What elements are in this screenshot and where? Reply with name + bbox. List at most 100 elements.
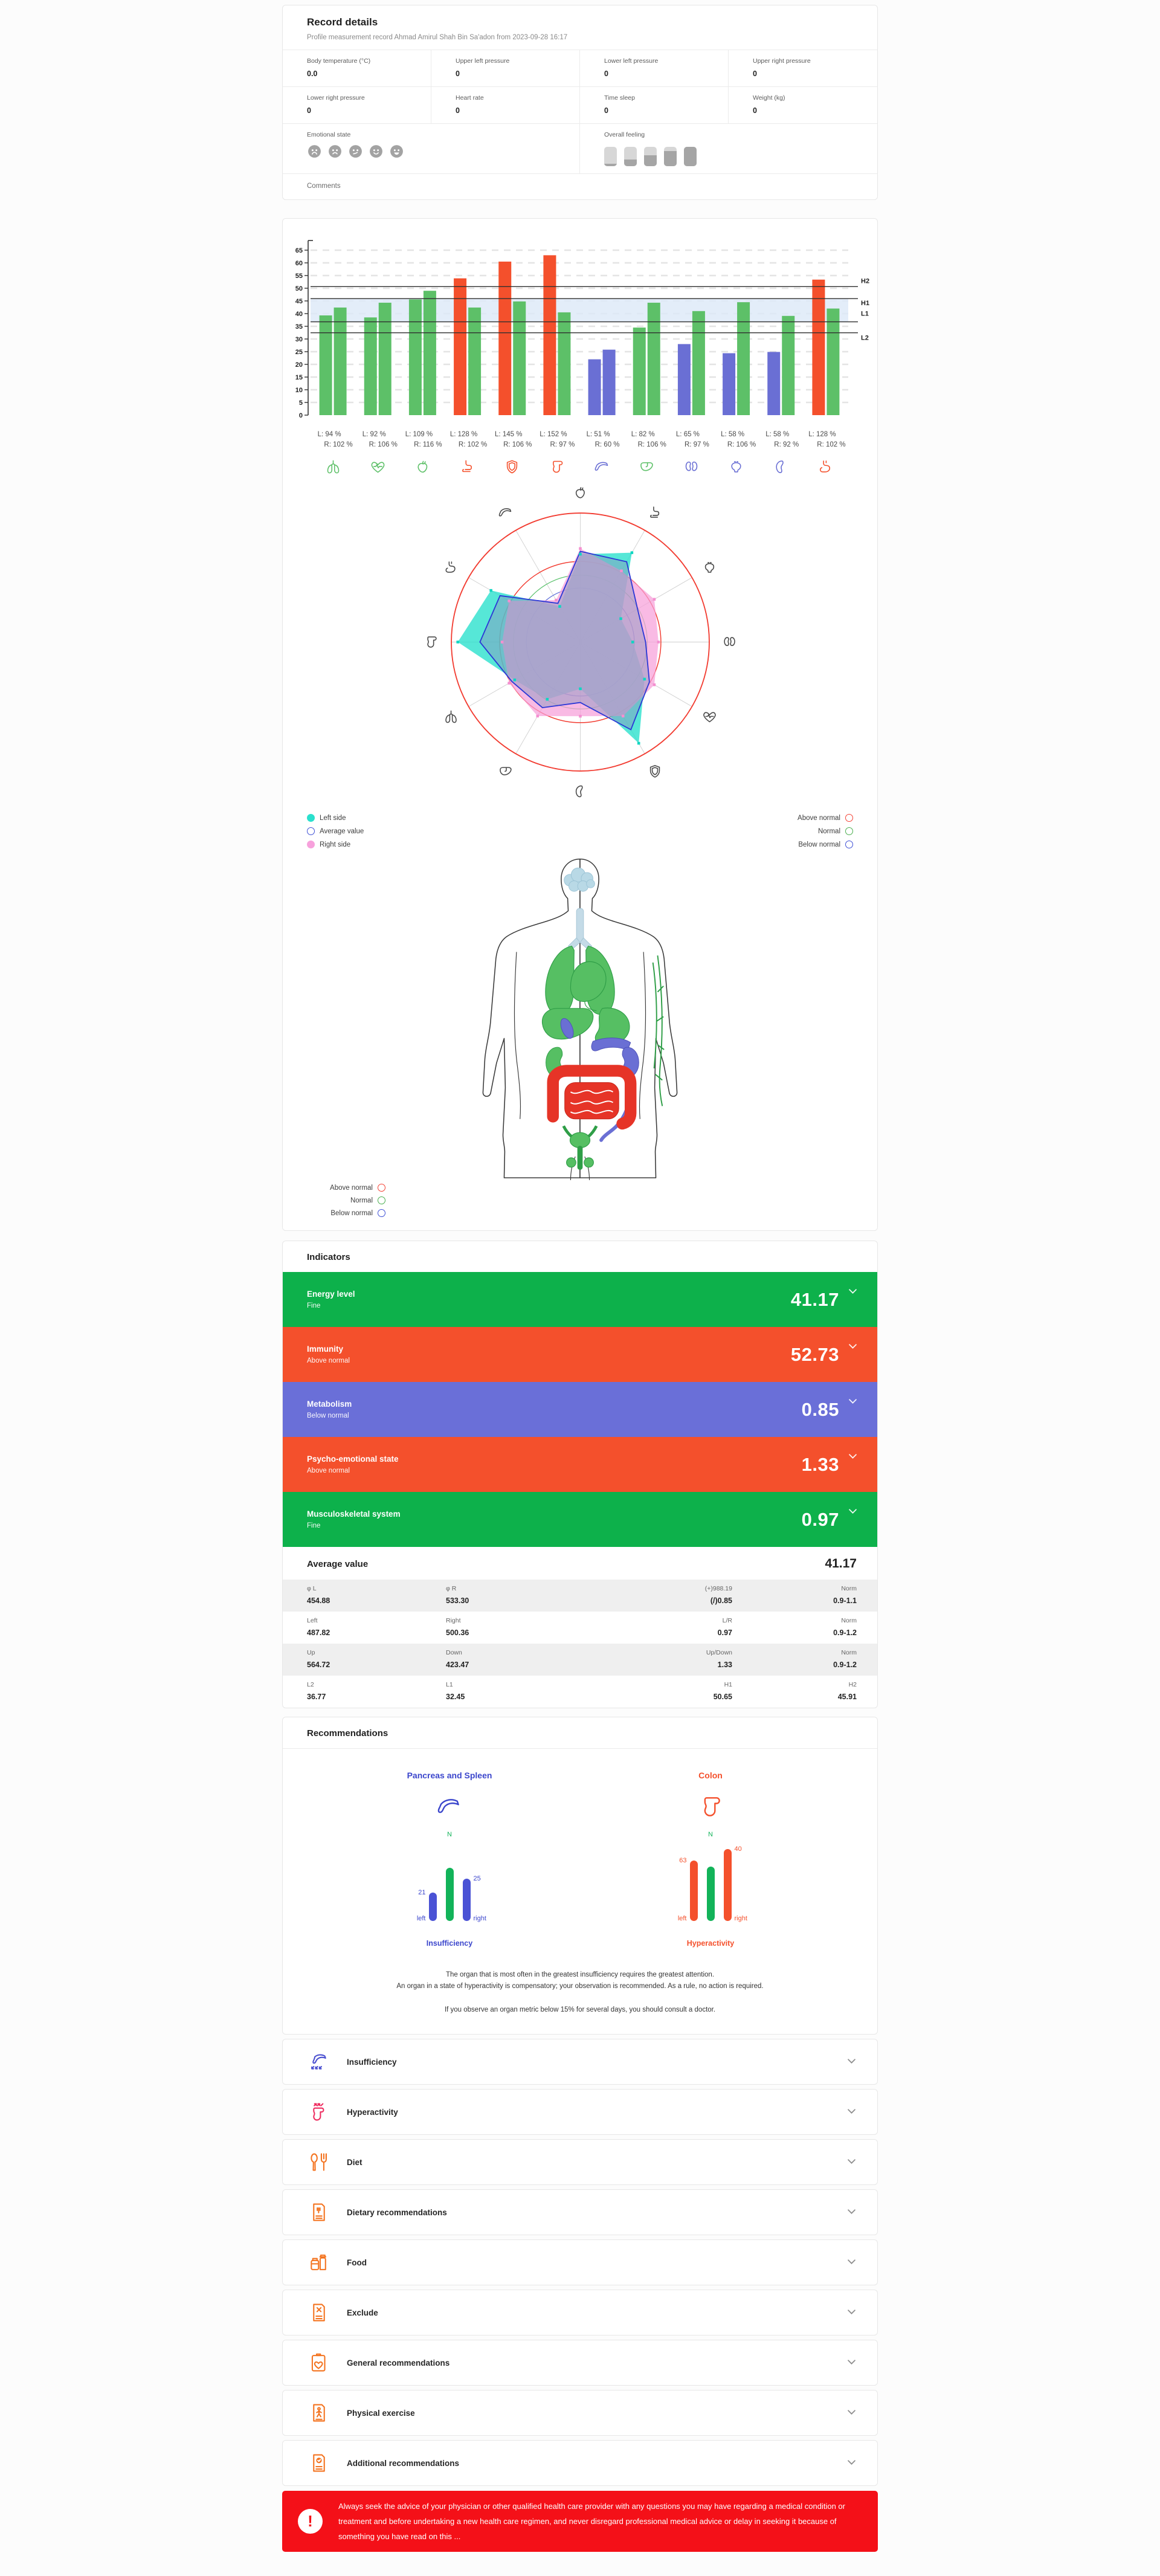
table-row: Left 487.82 Right 500.36 L/R 0.97 Norm 0.9-1.2 [307,1617,857,1637]
accordion-insufficiency[interactable]: Insufficiency [282,2039,878,2085]
chevron-down-icon[interactable] [848,2056,856,2067]
spleen-icon [575,785,583,798]
acc-insufficiency-icon [307,2050,331,2073]
svg-text:20: 20 [295,361,303,369]
recommendation-note-2: An organ in a state of hyperactivity is … [396,1983,764,1990]
chevron-down-icon[interactable] [848,2407,856,2418]
accordion-hyperactivity[interactable]: Hyperactivity [282,2089,878,2135]
indicator-row-immunity[interactable]: Immunity Above normal 52.73 [283,1327,877,1382]
bar-group-labels: L: 152 % R: 97 % [540,431,575,448]
svg-text:65: 65 [295,247,303,254]
heart-organ [570,961,607,1012]
face-sad-icon[interactable] [327,144,343,162]
colon-icon [427,636,437,648]
accordion-diet[interactable]: Diet [282,2139,878,2185]
face-happy-icon[interactable] [389,144,404,162]
battery-level-icon[interactable] [664,147,677,166]
battery-level-icon[interactable] [684,147,697,166]
svg-text:45: 45 [295,298,303,305]
svg-text:55: 55 [295,273,303,280]
chevron-down-icon[interactable] [848,2207,856,2218]
overall-feeling-rating[interactable] [604,144,868,166]
face-very-sad-icon[interactable] [307,144,322,162]
disclaimer-text: Always seek the advice of your physician… [338,2502,845,2541]
battery-level-icon[interactable] [624,147,637,166]
face-neutral-icon[interactable] [348,144,363,162]
acc-exercise-icon [307,2401,331,2424]
indicator-row-metabolism[interactable]: Metabolism Below normal 0.85 [283,1382,877,1437]
trachea [567,908,593,951]
accordion-exclude[interactable]: Exclude [282,2290,878,2336]
record-field: Body temperature (°C) 0.0 [283,50,431,87]
record-field: Upper right pressure 0 [729,50,877,87]
emotional-state-label: Emotional state [307,131,351,138]
bladder-icon [714,450,758,477]
average-value-label: Average value [307,1558,369,1569]
radar-legend-right: Above normal Normal Below normal [798,814,853,848]
pancreas-icon [498,508,511,517]
acc-diet-icon [307,2151,331,2174]
indicator-row-musculoskeletal-system[interactable]: Musculoskeletal system Fine 0.97 [283,1492,877,1547]
cardio-icon [703,712,716,723]
pelvic-organs [562,1125,598,1170]
chevron-down-icon[interactable] [848,2157,856,2168]
bar-group-labels: L: 58 % R: 92 % [765,431,799,448]
chevron-down-icon[interactable] [849,1396,857,1407]
face-smile-icon[interactable] [369,144,384,162]
pancreas-icon [436,1793,463,1823]
indicator-row-psycho-emotional-state[interactable]: Psycho-emotional state Above normal 1.33 [283,1437,877,1492]
heart-icon [575,487,585,499]
record-field: Time sleep 0 [580,87,729,124]
legend-item: Below normal [798,841,853,848]
svg-text:40: 40 [295,311,303,318]
pancreas-icon [579,450,624,477]
liver-icon [624,450,669,477]
chevron-down-icon[interactable] [849,1506,857,1517]
table-row: φ L 454.88 φ R 533.30 (+)988.19 (/)0.85 Norm 0.… [283,1580,877,1612]
record-details-card: Record details Profile measurement recor… [282,5,878,200]
battery-level-icon[interactable] [604,147,617,166]
accordion-physical-exercise[interactable]: Physical exercise [282,2390,878,2436]
battery-level-icon[interactable] [644,147,657,166]
accordion-general-recommendations[interactable]: General recommendations [282,2340,878,2386]
svg-text:50: 50 [295,285,303,292]
chevron-down-icon[interactable] [848,2357,856,2368]
chevron-down-icon[interactable] [848,2458,856,2468]
chevron-down-icon[interactable] [849,1341,857,1352]
bar-group-labels: L: 51 % R: 60 % [586,431,620,448]
body-diagram [482,858,678,1180]
svg-text:25: 25 [295,349,303,356]
acc-additional-icon [307,2452,331,2474]
organ-panel: Pancreas and Spleen 21 left N 25 right Insuffi… [407,1771,492,1948]
cardio-icon [355,450,400,477]
bar-group-labels: L: 94 % R: 102 % [317,431,353,448]
legend-item: Normal [307,1196,385,1204]
legend-item: Below normal [307,1209,385,1217]
gi-tract-icon [445,450,489,477]
bar-chart-organ-icons [311,450,848,477]
chevron-down-icon[interactable] [849,1451,857,1462]
svg-text:15: 15 [295,374,303,381]
emotional-state-rating[interactable] [307,144,570,162]
heart-icon [400,450,445,477]
acc-general-icon [307,2351,331,2374]
exclamation-icon: ! [298,2509,323,2534]
chevron-down-icon[interactable] [848,2106,856,2117]
bar-group-labels: L: 128 % R: 102 % [808,431,846,448]
chevron-down-icon[interactable] [849,1286,857,1297]
chevron-down-icon[interactable] [848,2307,856,2318]
accordion-food[interactable]: Food [282,2239,878,2285]
record-field: Upper left pressure 0 [431,50,580,87]
lungs-icon [311,450,355,477]
svg-text:H2: H2 [861,277,869,285]
bar-group-labels: L: 92 % R: 106 % [362,431,398,448]
record-field: Lower right pressure 0 [283,87,431,124]
indicator-row-energy-level[interactable]: Energy level Fine 41.17 [283,1272,877,1327]
record-field: Weight (kg) 0 [729,87,877,124]
accordion-additional-recommendations[interactable]: Additional recommendations [282,2440,878,2486]
colon-icon [697,1793,724,1823]
chevron-down-icon[interactable] [848,2257,856,2268]
svg-text:L2: L2 [861,335,869,342]
acc-dietary-icon [307,2201,331,2224]
accordion-dietary-recommendations[interactable]: Dietary recommendations [282,2189,878,2235]
